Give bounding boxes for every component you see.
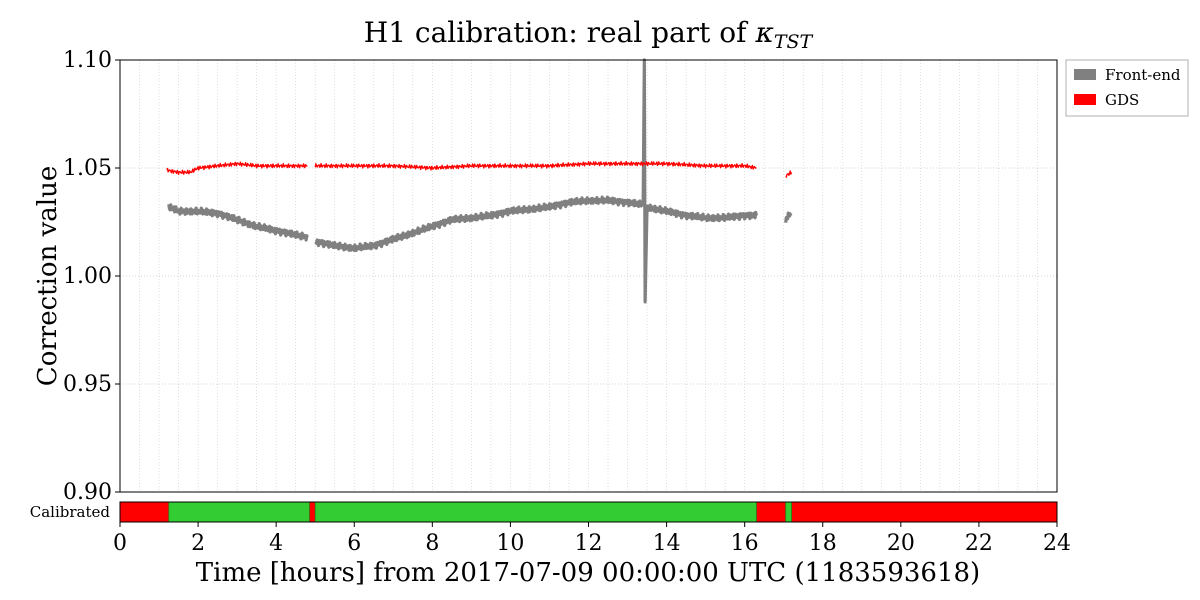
series-line-segment <box>784 211 793 223</box>
y-tick-label: 1.05 <box>63 156 112 181</box>
series-gds <box>166 160 793 179</box>
y-axis: 0.90 0.95 1.00 1.05 1.10 <box>63 48 120 505</box>
series-line-segment <box>167 203 309 242</box>
x-tick-label: 4 <box>269 531 283 556</box>
state-bar <box>119 501 1058 523</box>
series-line-segment <box>785 170 793 179</box>
y-tick-label: 1.00 <box>63 264 112 289</box>
state-bar-on-segment <box>785 501 792 523</box>
y-axis-label: Correction value <box>33 166 63 386</box>
state-bar-label: Calibrated <box>30 503 111 521</box>
y-tick-label: 0.95 <box>63 372 112 397</box>
x-tick-label: 18 <box>809 531 837 556</box>
x-tick-label: 12 <box>575 531 603 556</box>
series-front-end <box>167 58 793 304</box>
state-bar-on-segment <box>314 501 757 523</box>
x-tick-label: 2 <box>191 531 205 556</box>
x-tick-label: 0 <box>113 531 127 556</box>
legend-label: Front-end <box>1105 66 1181 84</box>
series-line-segment <box>314 160 757 171</box>
x-tick-label: 8 <box>425 531 439 556</box>
x-tick-label: 20 <box>887 531 915 556</box>
series-line-segment <box>314 58 758 304</box>
chart-title-subscript: TST <box>774 31 814 53</box>
y-tick-label: 0.90 <box>63 480 112 505</box>
x-axis-label: Time [hours] from 2017-07-09 00:00:00 UT… <box>196 558 980 588</box>
legend-label: GDS <box>1105 91 1139 109</box>
series-line-segment <box>166 161 308 175</box>
legend-swatch <box>1074 94 1096 105</box>
chart-title: H1 calibration: real part of κTST <box>364 16 814 53</box>
x-axis: 0 2 4 6 8 10 12 14 16 18 20 22 24 <box>113 522 1071 556</box>
grid-lines <box>119 59 1058 493</box>
x-tick-label: 22 <box>965 531 993 556</box>
x-tick-label: 10 <box>496 531 524 556</box>
plot-series <box>166 58 793 304</box>
x-tick-label: 16 <box>731 531 759 556</box>
y-tick-label: 1.10 <box>63 48 112 73</box>
x-tick-label: 6 <box>347 531 361 556</box>
x-tick-label: 24 <box>1043 531 1071 556</box>
x-tick-label: 14 <box>653 531 681 556</box>
legend: Front-end GDS <box>1065 59 1189 117</box>
legend-swatch <box>1074 69 1096 80</box>
chart-title-symbol: κ <box>754 16 773 49</box>
chart-title-text: H1 calibration: real part of <box>364 16 756 49</box>
state-bar-on-segment <box>168 501 310 523</box>
